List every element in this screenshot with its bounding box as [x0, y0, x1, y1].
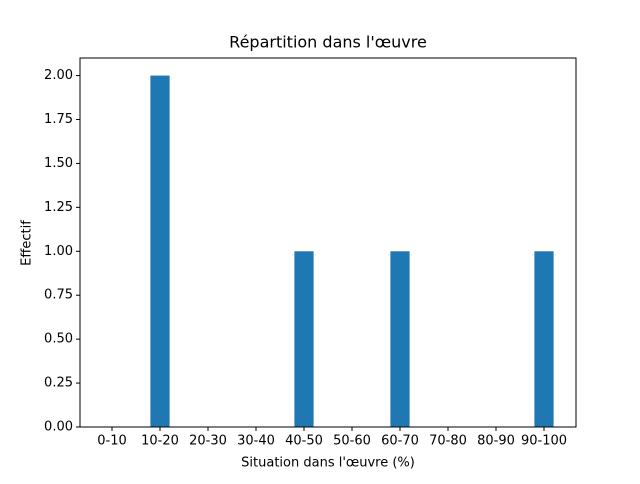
y-tick-label: 2.00 — [44, 68, 73, 83]
x-tick-label: 90-100 — [521, 434, 567, 449]
bar — [294, 251, 314, 427]
plot-frame — [79, 57, 577, 428]
y-tick-label: 1.50 — [44, 156, 73, 171]
y-tick-label: 1.75 — [44, 112, 73, 127]
x-axis-label: Situation dans l'œuvre (%) — [241, 456, 415, 471]
y-tick-label: 0.75 — [44, 288, 73, 303]
x-tick-label: 20-30 — [189, 434, 227, 449]
x-tick-label: 10-20 — [141, 434, 179, 449]
y-tick-label: 1.25 — [44, 200, 73, 215]
x-tick-label: 70-80 — [429, 434, 467, 449]
y-tick-label: 0.00 — [44, 420, 73, 435]
bar — [150, 75, 170, 428]
y-axis-label: Effectif — [20, 220, 35, 266]
y-tick-label: 0.50 — [44, 332, 73, 347]
x-tick-label: 0-10 — [97, 434, 127, 449]
x-tick-label: 50-60 — [333, 434, 371, 449]
bar — [534, 251, 554, 427]
y-tick-label: 0.25 — [44, 376, 73, 391]
x-tick-label: 40-50 — [285, 434, 323, 449]
x-tick-label: 60-70 — [381, 434, 419, 449]
y-tick-label: 1.00 — [44, 244, 73, 259]
x-tick-label: 30-40 — [237, 434, 275, 449]
x-tick-label: 80-90 — [477, 434, 515, 449]
bar — [390, 251, 410, 427]
chart-title: Répartition dans l'œuvre — [229, 33, 427, 52]
